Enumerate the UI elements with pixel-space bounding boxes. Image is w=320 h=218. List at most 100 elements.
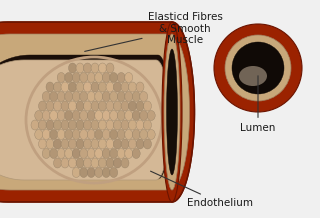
Ellipse shape <box>57 92 65 102</box>
Polygon shape <box>0 60 169 180</box>
Ellipse shape <box>31 120 39 130</box>
Ellipse shape <box>65 111 73 121</box>
Ellipse shape <box>76 101 84 111</box>
Ellipse shape <box>53 139 61 149</box>
Ellipse shape <box>110 167 118 177</box>
Ellipse shape <box>117 73 125 82</box>
Ellipse shape <box>140 129 148 140</box>
Ellipse shape <box>95 111 103 121</box>
Ellipse shape <box>110 73 118 82</box>
Ellipse shape <box>125 148 133 158</box>
Ellipse shape <box>57 111 65 121</box>
Ellipse shape <box>106 82 114 92</box>
Ellipse shape <box>61 139 69 149</box>
Ellipse shape <box>162 22 182 202</box>
Ellipse shape <box>121 101 129 111</box>
Ellipse shape <box>61 101 69 111</box>
Polygon shape <box>0 22 195 202</box>
Ellipse shape <box>53 101 61 111</box>
Ellipse shape <box>91 82 99 92</box>
Ellipse shape <box>65 92 73 102</box>
Ellipse shape <box>106 120 114 130</box>
Ellipse shape <box>132 148 140 158</box>
Ellipse shape <box>114 158 122 168</box>
Polygon shape <box>0 34 189 190</box>
Ellipse shape <box>102 73 110 82</box>
Ellipse shape <box>114 101 122 111</box>
Ellipse shape <box>72 111 80 121</box>
Ellipse shape <box>102 148 110 158</box>
Ellipse shape <box>46 139 54 149</box>
Ellipse shape <box>84 139 92 149</box>
Ellipse shape <box>129 120 137 130</box>
Ellipse shape <box>132 92 140 102</box>
Ellipse shape <box>143 120 151 130</box>
Circle shape <box>225 35 291 101</box>
Ellipse shape <box>80 92 88 102</box>
Ellipse shape <box>147 129 155 140</box>
Ellipse shape <box>102 167 110 177</box>
Ellipse shape <box>106 101 114 111</box>
Ellipse shape <box>80 111 88 121</box>
Ellipse shape <box>91 158 99 168</box>
Ellipse shape <box>38 101 46 111</box>
Ellipse shape <box>114 139 122 149</box>
Ellipse shape <box>46 82 54 92</box>
Ellipse shape <box>50 148 58 158</box>
Ellipse shape <box>80 148 88 158</box>
Ellipse shape <box>117 129 125 140</box>
Ellipse shape <box>65 148 73 158</box>
Ellipse shape <box>121 139 129 149</box>
Ellipse shape <box>76 158 84 168</box>
Ellipse shape <box>95 129 103 140</box>
Ellipse shape <box>102 111 110 121</box>
Ellipse shape <box>125 73 133 82</box>
Ellipse shape <box>35 129 43 140</box>
Ellipse shape <box>99 101 107 111</box>
Ellipse shape <box>114 120 122 130</box>
Ellipse shape <box>99 158 107 168</box>
Circle shape <box>214 24 302 112</box>
Ellipse shape <box>38 139 46 149</box>
Ellipse shape <box>72 148 80 158</box>
Ellipse shape <box>53 158 61 168</box>
Ellipse shape <box>76 63 84 73</box>
Ellipse shape <box>143 139 151 149</box>
Ellipse shape <box>132 129 140 140</box>
Ellipse shape <box>110 111 118 121</box>
Circle shape <box>232 42 284 94</box>
Ellipse shape <box>117 111 125 121</box>
Ellipse shape <box>166 49 178 175</box>
Ellipse shape <box>95 167 103 177</box>
Ellipse shape <box>129 82 137 92</box>
Ellipse shape <box>110 129 118 140</box>
Ellipse shape <box>68 101 76 111</box>
Ellipse shape <box>140 111 148 121</box>
Ellipse shape <box>91 63 99 73</box>
Ellipse shape <box>68 63 76 73</box>
Ellipse shape <box>72 92 80 102</box>
Ellipse shape <box>84 120 92 130</box>
Ellipse shape <box>106 158 114 168</box>
Ellipse shape <box>61 120 69 130</box>
Ellipse shape <box>42 111 50 121</box>
Ellipse shape <box>65 73 73 82</box>
Ellipse shape <box>239 66 267 86</box>
Ellipse shape <box>110 92 118 102</box>
Ellipse shape <box>57 73 65 82</box>
Ellipse shape <box>46 120 54 130</box>
Ellipse shape <box>164 34 180 190</box>
Ellipse shape <box>121 82 129 92</box>
Ellipse shape <box>76 82 84 92</box>
Ellipse shape <box>68 120 76 130</box>
Ellipse shape <box>42 92 50 102</box>
Ellipse shape <box>57 129 65 140</box>
Ellipse shape <box>50 111 58 121</box>
Ellipse shape <box>46 101 54 111</box>
Ellipse shape <box>99 120 107 130</box>
Ellipse shape <box>87 129 95 140</box>
Ellipse shape <box>95 73 103 82</box>
Ellipse shape <box>91 139 99 149</box>
Ellipse shape <box>91 101 99 111</box>
Ellipse shape <box>50 129 58 140</box>
